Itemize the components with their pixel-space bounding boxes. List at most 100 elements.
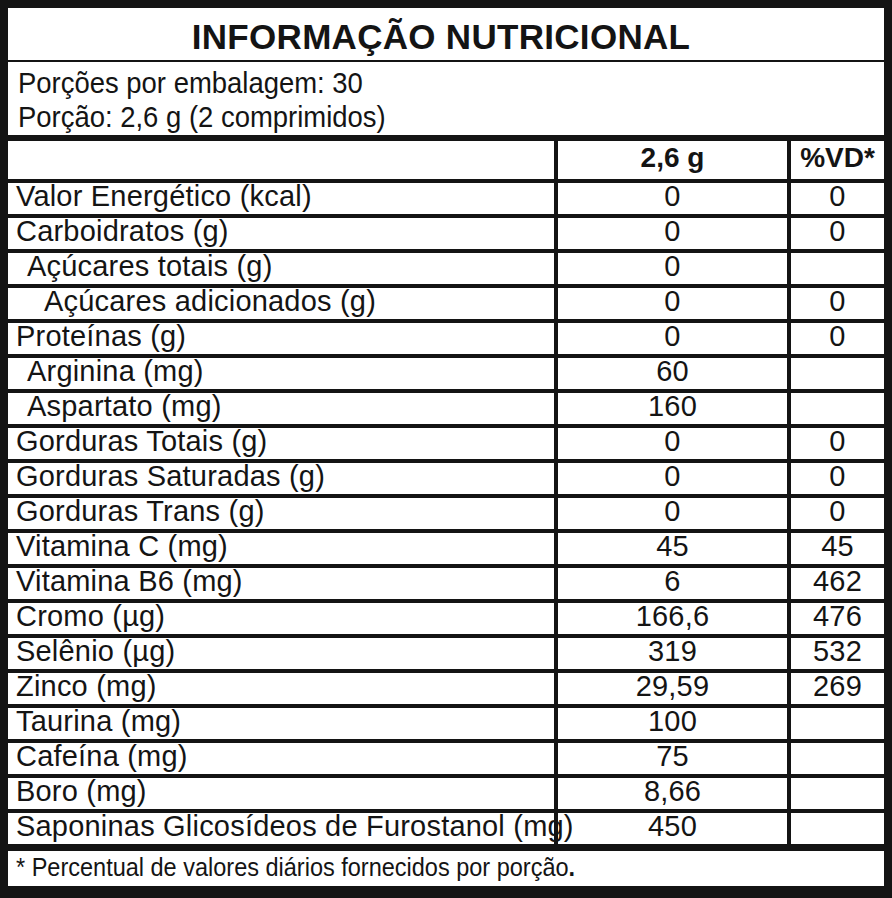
nutrient-label-cell: Cromo (µg): [8, 601, 556, 636]
amount-value: 60: [656, 356, 689, 387]
amount-cell: 0: [556, 426, 789, 461]
nutrient-label-cell: Vitamina C (mg): [8, 531, 556, 566]
daily-value-cell: [789, 811, 884, 844]
nutrient-label-cell: Proteínas (g): [8, 321, 556, 356]
nutrient-label: Proteínas (g): [16, 321, 186, 352]
nutrient-label: Gorduras Trans (g): [16, 496, 265, 527]
table-row: Boro (mg) 8,66: [8, 776, 884, 811]
amount-cell: 0: [556, 461, 789, 496]
nutrient-label-cell: Boro (mg): [8, 776, 556, 811]
table-row: Saponinas Glicosídeos de Furostanol (mg)…: [8, 811, 884, 844]
amount-cell: 0: [556, 286, 789, 321]
amount-value: 0: [664, 321, 680, 352]
serving-info: Porções por embalagem: 30 Porção: 2,6 g …: [8, 62, 884, 141]
daily-value-cell: 0: [789, 216, 884, 251]
nutrient-label-cell: Vitamina B6 (mg): [8, 566, 556, 601]
table-row: Arginina (mg) 60: [8, 356, 884, 391]
nutrient-label: Gorduras Totais (g): [16, 426, 267, 457]
amount-value: 29,59: [636, 671, 710, 702]
nutrition-facts-panel: INFORMAÇÃO NUTRICIONAL Porções por embal…: [0, 0, 892, 898]
amount-value: 319: [648, 636, 697, 667]
amount-cell: 160: [556, 391, 789, 426]
table-row: Cafeína (mg) 75: [8, 741, 884, 776]
daily-value: 0: [829, 426, 845, 457]
amount-cell: 6: [556, 566, 789, 601]
nutrient-label: Valor Energético (kcal): [16, 181, 312, 212]
daily-value: 0: [829, 216, 845, 247]
daily-value-cell: [789, 741, 884, 776]
nutrient-label-cell: Saponinas Glicosídeos de Furostanol (mg): [8, 811, 556, 844]
amount-cell: 166,6: [556, 601, 789, 636]
daily-value-cell: 45: [789, 531, 884, 566]
table-row: Carboidratos (g) 0 0: [8, 216, 884, 251]
footnote: * Percentual de valores diários fornecid…: [8, 844, 884, 888]
daily-value-cell: [789, 391, 884, 426]
nutrient-label: Taurina (mg): [16, 706, 181, 737]
amount-value: 0: [664, 216, 680, 247]
nutrient-label: Saponinas Glicosídeos de Furostanol (mg): [16, 811, 574, 842]
daily-value-cell: 0: [789, 461, 884, 496]
daily-value-cell: 0: [789, 286, 884, 321]
amount-cell: 0: [556, 251, 789, 286]
daily-value-cell: 0: [789, 426, 884, 461]
daily-value-cell: 476: [789, 601, 884, 636]
header-nutrient: [8, 141, 556, 181]
nutrient-label: Açúcares adicionados (g): [44, 286, 376, 317]
footnote-text: * Percentual de valores diários fornecid…: [16, 853, 569, 881]
amount-cell: 0: [556, 496, 789, 531]
daily-value-cell: 462: [789, 566, 884, 601]
nutrient-label-cell: Valor Energético (kcal): [8, 181, 556, 216]
table-row: Açúcares adicionados (g) 0 0: [8, 286, 884, 321]
table-row: Taurina (mg) 100: [8, 706, 884, 741]
daily-value: 0: [829, 286, 845, 317]
nutrient-label: Vitamina C (mg): [16, 531, 228, 562]
amount-value: 0: [664, 251, 680, 282]
daily-value: 0: [829, 461, 845, 492]
nutrient-label: Zinco (mg): [16, 671, 157, 702]
amount-value: 0: [664, 496, 680, 527]
servings-per-package: Porções por embalagem: 30: [18, 66, 363, 100]
header-daily-value: %VD*: [789, 141, 884, 181]
daily-value: 45: [821, 531, 854, 562]
amount-cell: 0: [556, 181, 789, 216]
table-row: Vitamina C (mg)4545: [8, 531, 884, 566]
amount-value: 100: [648, 706, 697, 737]
serving-size: Porção: 2,6 g (2 comprimidos): [18, 100, 386, 134]
nutrient-label: Açúcares totais (g): [27, 251, 273, 282]
footnote-period: .: [569, 853, 576, 881]
table-row: Cromo (µg) 166,6 476: [8, 601, 884, 636]
amount-cell: 450: [556, 811, 789, 844]
amount-value: 75: [656, 741, 689, 772]
nutrient-label-cell: Zinco (mg): [8, 671, 556, 706]
daily-value-cell: 0: [789, 181, 884, 216]
nutrient-label: Vitamina B6 (mg): [16, 566, 243, 597]
daily-value-cell: 0: [789, 496, 884, 531]
amount-cell: 319: [556, 636, 789, 671]
amount-cell: 100: [556, 706, 789, 741]
amount-cell: 0: [556, 321, 789, 356]
nutrient-label-cell: Arginina (mg): [8, 356, 556, 391]
nutrient-label: Cafeína (mg): [16, 741, 188, 772]
daily-value-cell: [789, 251, 884, 286]
nutrient-label-cell: Aspartato (mg): [8, 391, 556, 426]
daily-value-cell: 0: [789, 321, 884, 356]
nutrient-label-cell: Gorduras Totais (g): [8, 426, 556, 461]
amount-value: 6: [664, 566, 680, 597]
amount-cell: 29,59: [556, 671, 789, 706]
table-row: Açúcares totais (g) 0: [8, 251, 884, 286]
nutrient-label: Selênio (µg): [16, 636, 175, 667]
nutrition-table: 2,6 g %VD* Valor Energético (kcal)00Carb…: [8, 141, 884, 844]
nutrient-label-cell: Açúcares adicionados (g): [8, 286, 556, 321]
nutrient-label: Aspartato (mg): [27, 391, 222, 422]
daily-value: 0: [829, 321, 845, 352]
amount-value: 160: [648, 391, 697, 422]
table-row: Gorduras Trans (g) 0 0: [8, 496, 884, 531]
amount-value: 8,66: [644, 776, 701, 807]
amount-cell: 0: [556, 216, 789, 251]
amount-value: 166,6: [636, 601, 710, 632]
amount-cell: 75: [556, 741, 789, 776]
daily-value: 476: [813, 601, 862, 632]
nutrient-label: Gorduras Saturadas (g): [16, 461, 325, 492]
nutrient-label: Carboidratos (g): [16, 216, 229, 247]
daily-value: 0: [829, 181, 845, 212]
